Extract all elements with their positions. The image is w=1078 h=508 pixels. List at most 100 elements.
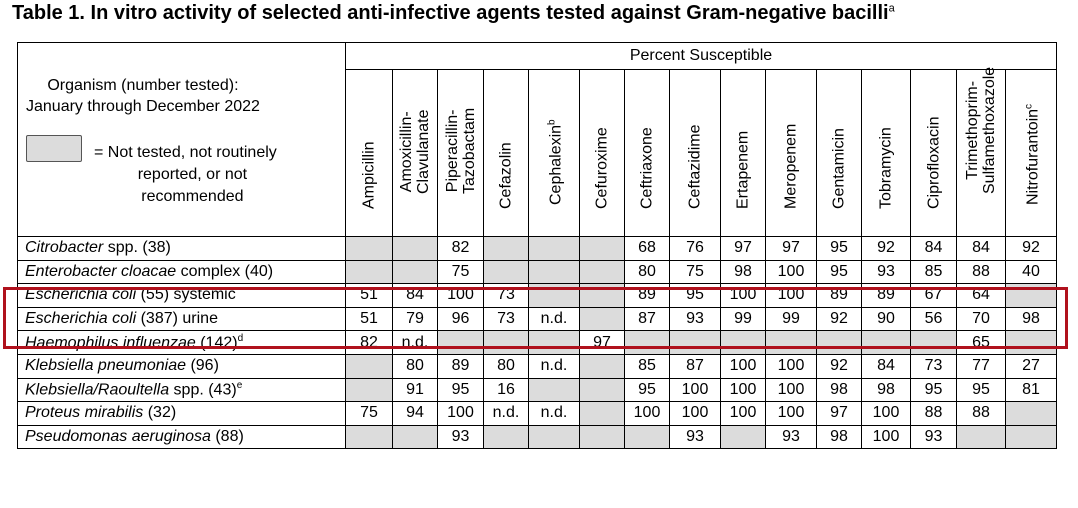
drug-header: Ertapenem: [720, 69, 766, 237]
susceptibility-value: 99: [720, 306, 766, 332]
susceptibility-value: [483, 236, 529, 261]
susceptibility-value: 100: [861, 424, 911, 450]
drug-label: Piperacillin- Tazobactam: [443, 107, 478, 194]
susceptibility-value: [720, 424, 766, 450]
drug-label: Trimethoprim- Sulfamethoxazole: [964, 66, 998, 194]
susceptibility-value: 100: [765, 283, 817, 308]
susceptibility-value: 99: [765, 306, 817, 332]
susceptibility-value: 80: [483, 353, 529, 379]
susceptibility-value: 100: [720, 401, 766, 426]
susceptibility-value: 100: [437, 283, 484, 308]
susceptibility-value: 88: [910, 401, 957, 426]
susceptibility-value: [528, 330, 580, 355]
organism-cell: Pseudomonas aeruginosa (88): [17, 424, 346, 450]
susceptibility-value: 70: [956, 306, 1006, 332]
susceptibility-value: 84: [910, 236, 957, 261]
drug-header: Tobramycin: [861, 69, 911, 237]
susceptibility-value: [528, 424, 580, 450]
susceptibility-value: n.d.: [483, 401, 529, 426]
susceptibility-value: 84: [956, 236, 1006, 261]
susceptibility-value: 95: [669, 283, 721, 308]
susceptibility-value: 67: [910, 283, 957, 308]
susceptibility-value: 91: [392, 377, 438, 403]
susceptibility-value: 85: [624, 353, 670, 379]
susceptibility-value: [579, 401, 625, 426]
susceptibility-value: [483, 330, 529, 355]
susceptibility-value: 82: [437, 236, 484, 261]
susceptibility-value: [528, 377, 580, 403]
organism-cell: Proteus mirabilis (32): [17, 401, 346, 426]
drug-header: Cephalexinb: [528, 69, 580, 237]
susceptibility-value: 95: [437, 377, 484, 403]
drug-label: Nitrofurantoinc: [1023, 103, 1042, 205]
susceptibility-value: [579, 283, 625, 308]
drug-label: Tobramycin: [877, 127, 895, 209]
susceptibility-value: 68: [624, 236, 670, 261]
susceptibility-value: [624, 330, 670, 355]
susceptibility-value: [579, 353, 625, 379]
drug-label: Ciprofloxacin: [925, 116, 942, 209]
susceptibility-value: 100: [861, 401, 911, 426]
susceptibility-value: 93: [669, 306, 721, 332]
susceptibility-value: 51: [345, 283, 393, 308]
susceptibility-value: 100: [720, 283, 766, 308]
susceptibility-value: 98: [1005, 306, 1057, 332]
susceptibility-value: [579, 424, 625, 450]
susceptibility-value: 98: [816, 424, 862, 450]
drug-header: Ampicillin: [345, 69, 393, 237]
drug-header: Amoxicillin- Clavulanate: [392, 69, 438, 237]
susceptibility-value: 73: [483, 306, 529, 332]
susceptibility-value: 27: [1005, 353, 1057, 379]
susceptibility-value: [528, 283, 580, 308]
susceptibility-value: 93: [861, 259, 911, 285]
drug-label: Cefazolin: [497, 142, 515, 209]
susceptibility-value: n.d.: [528, 306, 580, 332]
drug-label: Ceftazidime: [686, 124, 704, 209]
susceptibility-value: 87: [624, 306, 670, 332]
susceptibility-value: 88: [956, 259, 1006, 285]
susceptibility-value: 96: [437, 306, 484, 332]
susceptibility-value: 73: [483, 283, 529, 308]
table-row: Klebsiella pneumoniae (96) 80 89 80 n.d. 85 87…: [17, 353, 1057, 379]
susceptibility-value: [483, 259, 529, 285]
susceptibility-value: 97: [579, 330, 625, 355]
drug-header: Cefazolin: [483, 69, 529, 237]
susceptibility-value: 92: [816, 353, 862, 379]
susceptibility-value: [1005, 401, 1057, 426]
susceptibility-value: 65: [956, 330, 1006, 355]
susceptibility-value: [765, 330, 817, 355]
susceptibility-value: [861, 330, 911, 355]
organism-cell: Klebsiella/Raoultella spp. (43)e: [17, 377, 346, 403]
susceptibility-value: 93: [910, 424, 957, 450]
susceptibility-value: 100: [669, 401, 721, 426]
susceptibility-value: 81: [1005, 377, 1057, 403]
susceptibility-value: [392, 259, 438, 285]
susceptibility-value: 92: [861, 236, 911, 261]
susceptibility-value: 97: [765, 236, 817, 261]
drug-header: Gentamicin: [816, 69, 862, 237]
susceptibility-value: 93: [765, 424, 817, 450]
drug-header: Ceftriaxone: [624, 69, 670, 237]
susceptibility-value: 80: [392, 353, 438, 379]
susceptibility-value: 98: [720, 259, 766, 285]
susceptibility-value: 93: [669, 424, 721, 450]
susceptibility-value: 95: [956, 377, 1006, 403]
percent-susceptible-header: Percent Susceptible: [345, 42, 1057, 70]
organism-header: Organism (number tested): January throug…: [17, 42, 346, 237]
susceptibility-value: 56: [910, 306, 957, 332]
drug-label: Cephalexinb: [546, 119, 565, 205]
susceptibility-value: 100: [765, 377, 817, 403]
susceptibility-value: [669, 330, 721, 355]
susceptibility-value: 89: [861, 283, 911, 308]
drug-header: Meropenem: [765, 69, 817, 237]
susceptibility-value: 16: [483, 377, 529, 403]
table-row: Klebsiella/Raoultella spp. (43)e 91 95 16 95…: [17, 377, 1057, 403]
susceptibility-value: 89: [624, 283, 670, 308]
drug-label: Ceftriaxone: [638, 127, 656, 209]
drug-header: Ciprofloxacin: [910, 69, 957, 237]
susceptibility-value: 100: [720, 353, 766, 379]
susceptibility-value: [483, 424, 529, 450]
susceptibility-value: 100: [624, 401, 670, 426]
legend-swatch: [26, 135, 82, 162]
table-row: Proteus mirabilis (32) 75 94 100 n.d. n.d. 100…: [17, 401, 1057, 426]
